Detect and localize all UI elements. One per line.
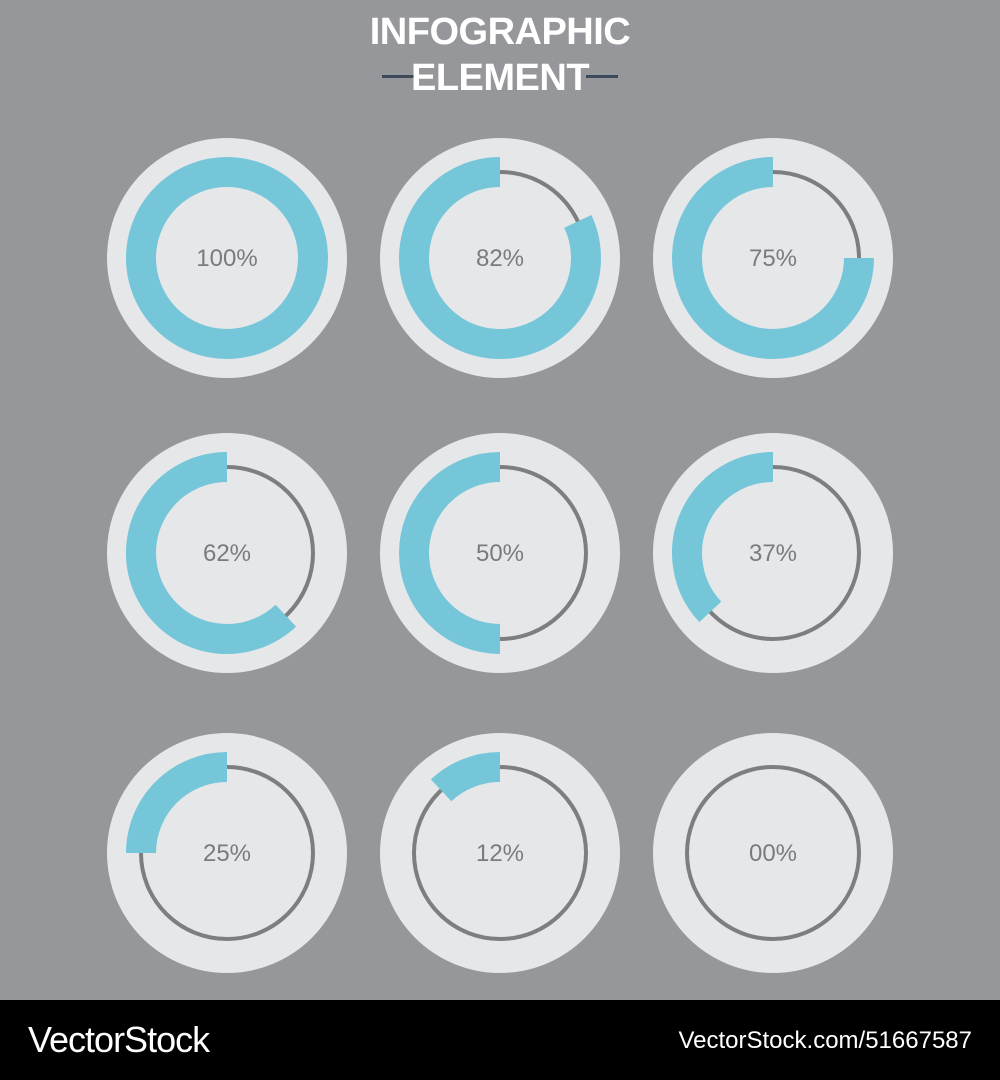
title-line2: ELEMENT <box>410 57 590 99</box>
gauge-0: 100% <box>107 138 347 378</box>
gauge-1: 82% <box>380 138 620 378</box>
title-line1: INFOGRAPHIC <box>369 11 631 53</box>
gauge-value-label: 25% <box>203 840 251 867</box>
gauge-progress-arc <box>126 452 297 654</box>
gauge-progress-arc <box>126 157 328 359</box>
gauge-6: 25% <box>107 733 347 973</box>
gauge-progress-arc <box>126 752 228 854</box>
gauge-4: 50% <box>380 433 620 673</box>
gauge-value-label: 62% <box>203 540 251 567</box>
gauge-2: 75% <box>653 138 893 378</box>
gauge-progress-arc <box>399 452 501 654</box>
gauge-grid: 100% 82% 75% 62% 50% 37% 25% 12% 00% <box>107 138 893 973</box>
footer-image-id: VectorStock.com/51667587 <box>678 1027 972 1054</box>
gauge-value-label: 12% <box>476 840 524 867</box>
footer-brand-logo: VectorStock <box>28 1019 210 1060</box>
gauge-track-ring <box>685 765 861 941</box>
footer-bar: VectorStock VectorStock.com/51667587 <box>0 1000 1000 1080</box>
title-rule-left <box>382 75 414 78</box>
gauge-value-label: 00% <box>749 840 797 867</box>
gauge-progress-arc <box>672 157 874 359</box>
title-block: INFOGRAPHIC ELEMENT <box>0 0 1000 110</box>
gauge-value-label: 37% <box>749 540 797 567</box>
gauge-progress-arc <box>430 752 501 802</box>
gauge-progress-arc <box>399 157 601 359</box>
gauge-3: 62% <box>107 433 347 673</box>
title-rule-right <box>586 75 618 78</box>
gauge-8: 00% <box>653 733 893 973</box>
gauge-value-label: 82% <box>476 245 524 272</box>
gauge-progress-arc <box>672 452 774 623</box>
gauge-7: 12% <box>380 733 620 973</box>
gauge-value-label: 50% <box>476 540 524 567</box>
gauge-value-label: 75% <box>749 245 797 272</box>
gauge-5: 37% <box>653 433 893 673</box>
gauge-value-label: 100% <box>196 245 257 272</box>
